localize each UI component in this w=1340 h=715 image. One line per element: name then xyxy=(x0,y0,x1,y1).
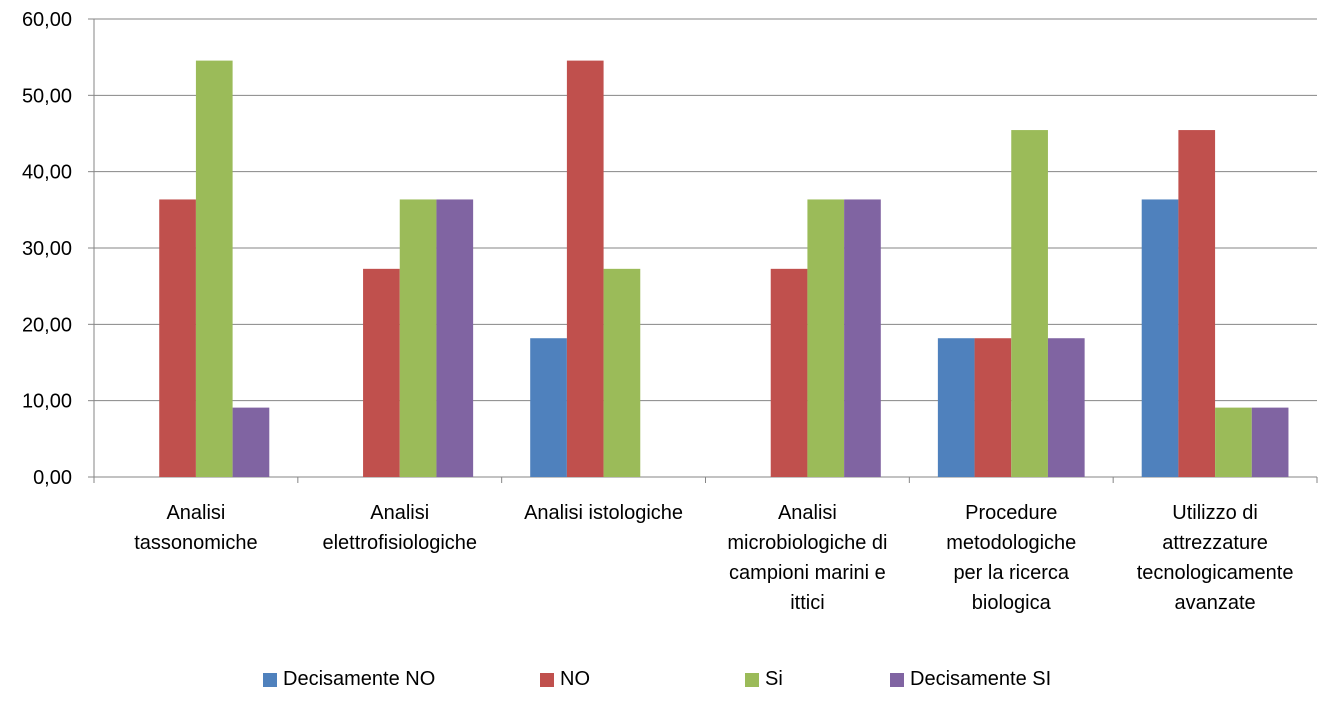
legend-label: Decisamente SI xyxy=(910,668,1052,690)
bar-si xyxy=(399,199,437,477)
x-category-label: Analisi microbiologiche di campioni marini… xyxy=(727,502,887,614)
legend-item: NO xyxy=(540,668,590,691)
x-category-label-line: ittici xyxy=(790,592,824,614)
x-category-label-line: Procedure xyxy=(965,502,1057,524)
x-category-label-line: Analisi xyxy=(370,502,429,524)
bar-si xyxy=(1011,130,1048,477)
legend-swatch xyxy=(745,672,759,687)
x-category-label-line: Analisi xyxy=(778,502,837,524)
legend-swatch xyxy=(263,672,277,687)
bar-decisamente-si xyxy=(844,199,881,477)
bar-decisamente-si xyxy=(436,199,474,477)
bar-si xyxy=(195,60,233,478)
legend-swatch xyxy=(890,672,904,687)
x-category-label-line: tecnologicamente xyxy=(1137,562,1294,584)
bar-chart-svg: 0,00 10,00 20,00 30,00 40,00 50,00 60,00 Analis… xyxy=(22,9,1318,614)
x-category-label-line: tassonomiche xyxy=(134,532,257,554)
y-tick-label: 30,00 xyxy=(22,238,72,260)
x-category-label: Analisi istologiche xyxy=(524,502,683,524)
x-category-label-line: elettrofisiologiche xyxy=(322,532,477,554)
legend-label: NO xyxy=(560,668,590,690)
x-category-label-line: avanzate xyxy=(1174,592,1255,614)
bar-decisamente-si xyxy=(1251,407,1289,477)
y-tick-label: 40,00 xyxy=(22,162,72,184)
bar-decisamente-no xyxy=(1141,199,1179,477)
legend-item: Decisamente NO xyxy=(263,668,435,691)
legend-label: Si xyxy=(765,668,783,690)
x-category-label-line: biologica xyxy=(972,592,1052,614)
bar-si xyxy=(603,268,641,477)
x-category-label-line: Analisi xyxy=(166,502,225,524)
bar-no xyxy=(974,338,1012,477)
y-tick-label: 60,00 xyxy=(22,9,72,31)
legend-swatch xyxy=(540,672,554,687)
y-tick-label: 10,00 xyxy=(22,391,72,413)
x-category-label: Utilizzo di attrezzature tecnologicamente a… xyxy=(1137,502,1294,614)
bar-decisamente-no xyxy=(937,338,975,477)
bar-si xyxy=(1215,407,1252,477)
x-category-label-line: Analisi istologiche xyxy=(524,502,683,524)
x-category-label-line: Utilizzo di xyxy=(1172,502,1258,524)
y-tick-label: 50,00 xyxy=(22,85,72,107)
bar-decisamente-si xyxy=(232,407,270,477)
bar-no xyxy=(159,199,196,477)
bar-decisamente-no xyxy=(530,338,567,477)
bar-decisamente-si xyxy=(1047,338,1085,477)
legend-item: Si xyxy=(745,668,783,691)
x-category-label-line: metodologiche xyxy=(946,532,1076,554)
bar-no xyxy=(566,60,604,478)
x-category-label: Analisi elettrofisiologiche xyxy=(322,502,477,554)
x-category-label: Procedure metodologiche per la ricerca biol… xyxy=(946,502,1076,614)
x-category-label-line: campioni marini e xyxy=(729,562,886,584)
y-tick-label: 20,00 xyxy=(22,314,72,336)
x-category-label-line: attrezzature xyxy=(1162,532,1268,554)
bar-no xyxy=(1178,130,1216,477)
legend: Decisamente NO NO Si Decisamente SI xyxy=(0,668,1340,698)
bar-no xyxy=(770,268,808,477)
bar-no xyxy=(363,268,400,477)
legend-label: Decisamente NO xyxy=(283,668,436,690)
y-tick-label: 0,00 xyxy=(33,467,72,489)
x-category-label: Analisi tassonomiche xyxy=(134,502,257,554)
legend-item: Decisamente SI xyxy=(890,668,1051,691)
x-category-label-line: per la ricerca xyxy=(953,562,1069,584)
bar-si xyxy=(807,199,845,477)
x-category-label-line: microbiologiche di xyxy=(727,532,887,554)
